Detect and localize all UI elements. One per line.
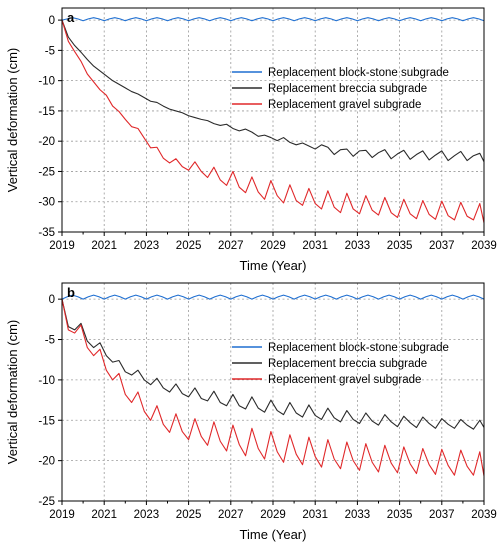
x-tick-label: 2039 bbox=[471, 509, 497, 521]
legend-label-0: Replacement block-stone subgrade bbox=[268, 342, 449, 354]
x-axis-title: Time (Year) bbox=[240, 527, 307, 542]
series-line-0 bbox=[61, 17, 485, 22]
x-tick-label: 2037 bbox=[429, 240, 455, 252]
legend: Replacement block-stone subgrade Replacem… bbox=[232, 67, 449, 111]
y-tick-label: -35 bbox=[38, 227, 55, 239]
series-line-2 bbox=[61, 19, 485, 224]
panel-label: b bbox=[67, 285, 75, 300]
x-tick-label: 2019 bbox=[49, 509, 75, 521]
y-tick-label: -25 bbox=[38, 166, 55, 178]
y-tick-label: -10 bbox=[38, 375, 55, 387]
x-tick-label: 2023 bbox=[134, 240, 160, 252]
grid bbox=[62, 8, 484, 232]
x-tick-label: 2037 bbox=[429, 509, 455, 521]
y-tick-label: -10 bbox=[38, 76, 55, 88]
legend-label-2: Replacement gravel subgrade bbox=[268, 374, 421, 386]
y-tick-label: 0 bbox=[49, 294, 55, 306]
series-line-2 bbox=[61, 299, 485, 477]
chart-panel-b: 2019 2021 2023 2025 2027 2029 2031 2033 2035 2037… bbox=[5, 282, 497, 542]
x-tick-label: 2033 bbox=[345, 509, 371, 521]
series-line-1 bbox=[61, 299, 485, 430]
y-tick-label: -5 bbox=[45, 45, 55, 57]
x-tick-label: 2035 bbox=[387, 240, 413, 252]
series-line-0 bbox=[61, 294, 485, 300]
series-line-1 bbox=[61, 19, 485, 163]
x-tick-label: 2025 bbox=[176, 509, 202, 521]
panel-label: a bbox=[67, 10, 75, 25]
y-tick-label: -30 bbox=[38, 197, 55, 209]
x-tick-label: 2027 bbox=[218, 240, 244, 252]
x-tick-label: 2021 bbox=[91, 509, 117, 521]
x-tick-label: 2019 bbox=[49, 240, 75, 252]
x-tick-label: 2029 bbox=[260, 240, 286, 252]
x-tick-label: 2027 bbox=[218, 509, 244, 521]
y-axis-title: Vertical deformation (cm) bbox=[5, 48, 20, 193]
y-tick-label: -20 bbox=[38, 136, 55, 148]
x-tick-label: 2035 bbox=[387, 509, 413, 521]
y-tick-label: -15 bbox=[38, 415, 55, 427]
grid bbox=[62, 283, 484, 501]
y-tick-label: 0 bbox=[49, 15, 55, 27]
chart-panel-a: 2019 2021 2023 2025 2027 2029 2031 2033 2035 2037… bbox=[5, 7, 497, 273]
x-tick-label: 2029 bbox=[260, 509, 286, 521]
y-tick-label: -15 bbox=[38, 106, 55, 118]
legend-label-1: Replacement breccia subgrade bbox=[268, 83, 427, 95]
y-tick-label: -25 bbox=[38, 496, 55, 508]
x-tick-label: 2031 bbox=[302, 240, 328, 252]
x-tick-label: 2033 bbox=[345, 240, 371, 252]
x-tick-label: 2023 bbox=[134, 509, 160, 521]
legend-label-0: Replacement block-stone subgrade bbox=[268, 67, 449, 79]
x-tick-label: 2039 bbox=[471, 240, 497, 252]
x-tick-label: 2021 bbox=[91, 240, 117, 252]
legend-label-1: Replacement breccia subgrade bbox=[268, 358, 427, 370]
x-tick-label: 2031 bbox=[302, 509, 328, 521]
x-axis-title: Time (Year) bbox=[240, 258, 307, 273]
legend-label-2: Replacement gravel subgrade bbox=[268, 99, 421, 111]
x-tick-label: 2025 bbox=[176, 240, 202, 252]
y-tick-label: -20 bbox=[38, 456, 55, 468]
y-axis-title: Vertical deformation (cm) bbox=[5, 320, 20, 465]
legend: Replacement block-stone subgrade Replacem… bbox=[232, 342, 449, 386]
y-tick-label: -5 bbox=[45, 335, 55, 347]
